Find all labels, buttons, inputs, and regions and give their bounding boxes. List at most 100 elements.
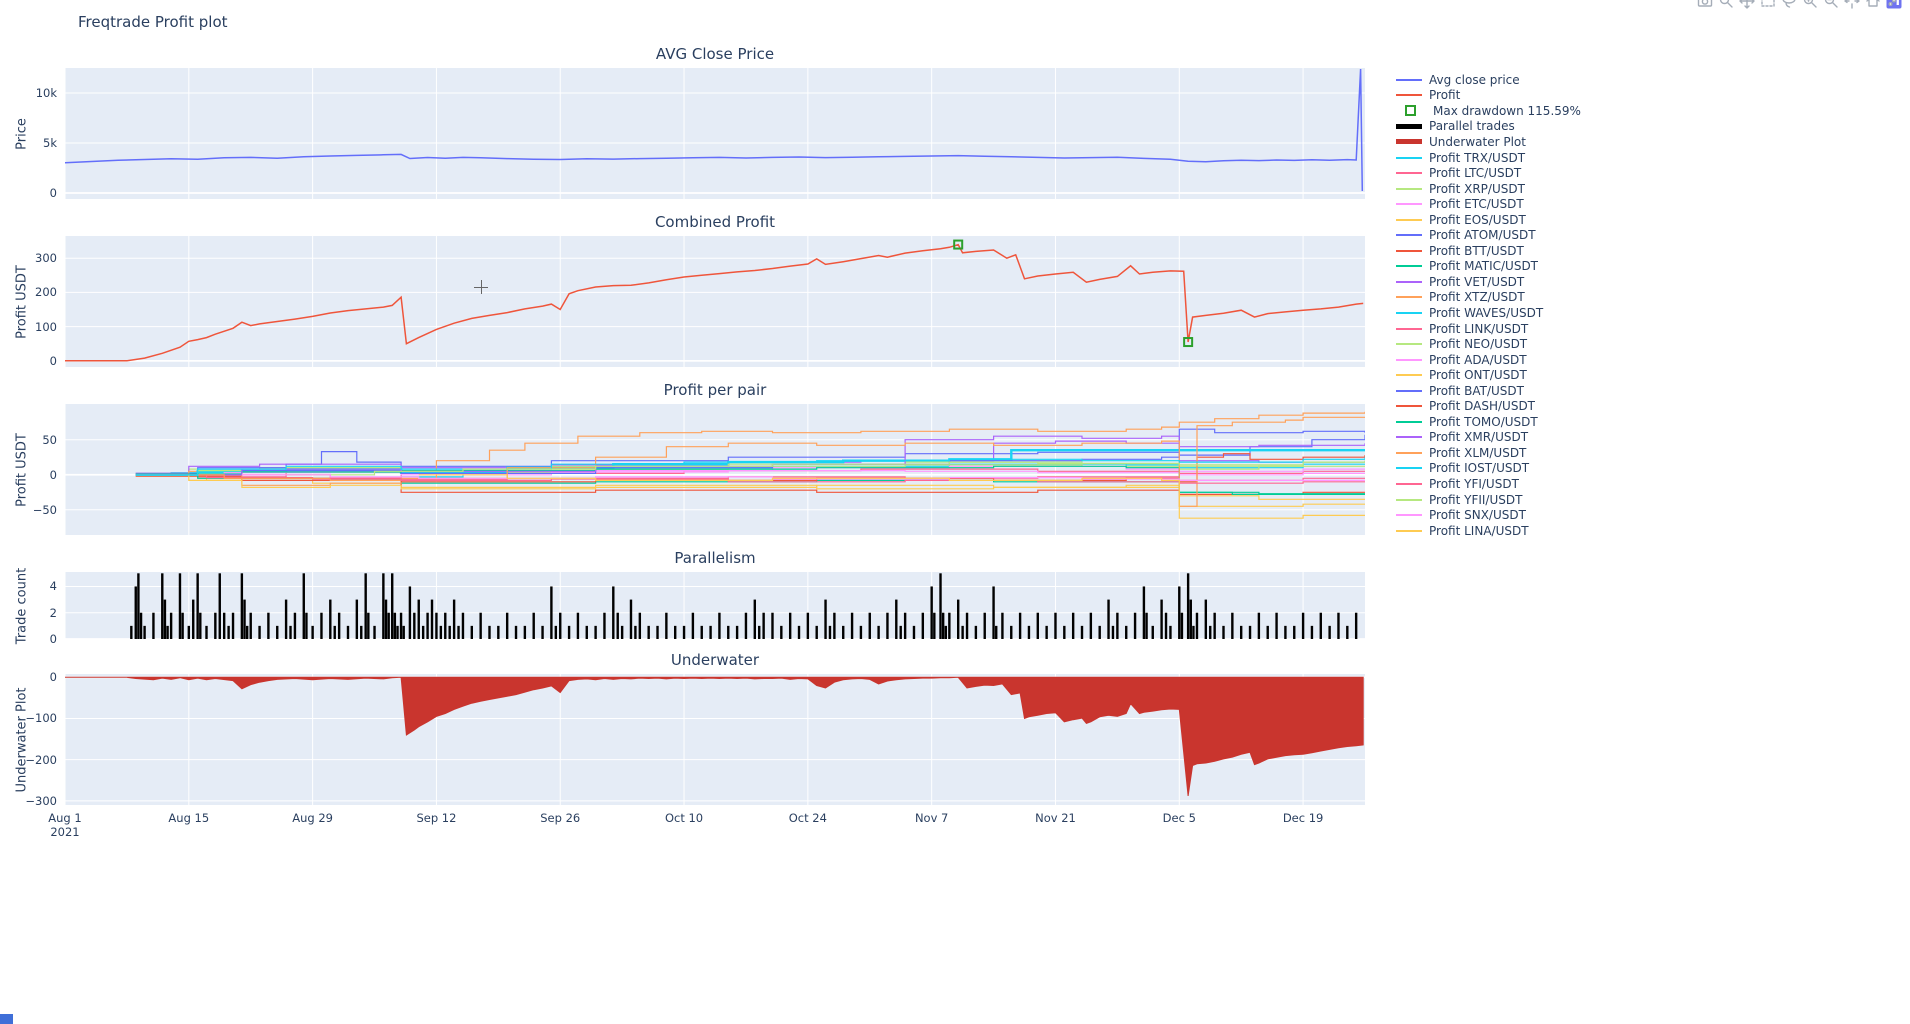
legend-item[interactable]: Profit SNX/USDT bbox=[1396, 507, 1581, 523]
plotly-logo-icon[interactable] bbox=[1886, 0, 1904, 11]
legend-item[interactable]: Profit LINA/USDT bbox=[1396, 523, 1581, 539]
legend-line-swatch bbox=[1396, 78, 1422, 81]
legend-label: Profit TOMO/USDT bbox=[1429, 414, 1538, 429]
camera-icon[interactable] bbox=[1697, 0, 1715, 11]
bar bbox=[718, 612, 721, 639]
legend-item[interactable]: Profit XMR/USDT bbox=[1396, 430, 1581, 446]
bar bbox=[1328, 625, 1331, 639]
legend-line-swatch bbox=[1396, 265, 1422, 268]
legend-item[interactable]: Profit XTZ/USDT bbox=[1396, 290, 1581, 306]
legend-line-swatch bbox=[1396, 343, 1422, 346]
bar bbox=[1125, 625, 1128, 639]
bar bbox=[1010, 625, 1013, 639]
plot-area-0[interactable] bbox=[65, 68, 1365, 199]
legend-item[interactable]: Profit IOST/USDT bbox=[1396, 461, 1581, 477]
bar bbox=[576, 612, 580, 639]
reset-axes-icon[interactable] bbox=[1865, 0, 1883, 11]
bar bbox=[243, 599, 246, 639]
legend-item[interactable]: Profit TRX/USDT bbox=[1396, 150, 1581, 166]
bar bbox=[1036, 612, 1039, 639]
bar bbox=[163, 599, 167, 639]
bar bbox=[161, 573, 164, 639]
bar bbox=[311, 625, 314, 639]
bar bbox=[1098, 625, 1101, 639]
bar bbox=[656, 625, 659, 639]
legend-item[interactable]: Profit ONT/USDT bbox=[1396, 367, 1581, 383]
bar bbox=[1089, 612, 1093, 639]
legend-item[interactable]: Profit BTT/USDT bbox=[1396, 243, 1581, 259]
plot-area-3[interactable] bbox=[65, 572, 1365, 639]
lasso-icon[interactable] bbox=[1781, 0, 1799, 11]
legend-item[interactable]: Profit YFI/USDT bbox=[1396, 476, 1581, 492]
plot-area-4[interactable] bbox=[65, 674, 1365, 805]
y-tick-label: 0 bbox=[49, 670, 57, 685]
legend-item[interactable]: Profit EOS/USDT bbox=[1396, 212, 1581, 228]
legend-item[interactable]: Profit XRP/USDT bbox=[1396, 181, 1581, 197]
y-tick-label: 0 bbox=[49, 467, 57, 482]
bar bbox=[899, 625, 902, 639]
bar bbox=[302, 573, 305, 639]
bar bbox=[921, 612, 925, 639]
plot-area-1[interactable] bbox=[65, 236, 1365, 367]
plot-area-2[interactable] bbox=[65, 404, 1365, 535]
legend-line-swatch bbox=[1396, 467, 1422, 470]
bar bbox=[245, 625, 249, 639]
box-select-icon[interactable] bbox=[1760, 0, 1778, 11]
legend-item[interactable]: Profit LINK/USDT bbox=[1396, 321, 1581, 337]
bar bbox=[850, 612, 854, 639]
legend-item[interactable]: Profit NEO/USDT bbox=[1396, 336, 1581, 352]
legend-item[interactable]: Profit WAVES/USDT bbox=[1396, 305, 1581, 321]
series-Avg close price bbox=[65, 68, 1364, 192]
legend-line-swatch bbox=[1396, 436, 1422, 439]
bar bbox=[612, 586, 615, 639]
legend-label: Max drawdown 115.59% bbox=[1433, 103, 1581, 118]
series-Profit bbox=[65, 243, 1364, 362]
y-tick-label: 4 bbox=[49, 579, 57, 594]
legend-label: Profit XTZ/USDT bbox=[1429, 290, 1525, 305]
legend-item[interactable]: Profit MATIC/USDT bbox=[1396, 259, 1581, 275]
bar bbox=[1178, 586, 1181, 639]
legend-item[interactable]: Profit XLM/USDT bbox=[1396, 445, 1581, 461]
legend-item[interactable]: Profit BAT/USDT bbox=[1396, 383, 1581, 399]
zoom-in-icon[interactable] bbox=[1802, 0, 1820, 11]
bar bbox=[134, 586, 137, 639]
bar bbox=[1231, 612, 1234, 639]
page-title: Freqtrade Profit plot bbox=[78, 13, 228, 31]
legend-label: Profit DASH/USDT bbox=[1429, 399, 1536, 414]
legend-item[interactable]: Profit VET/USDT bbox=[1396, 274, 1581, 290]
legend-line-swatch bbox=[1396, 405, 1422, 408]
pan-icon[interactable] bbox=[1739, 0, 1757, 11]
bar bbox=[939, 573, 942, 639]
legend-item[interactable]: Profit DASH/USDT bbox=[1396, 398, 1581, 414]
legend-item[interactable]: Profit ATOM/USDT bbox=[1396, 227, 1581, 243]
y-axis-label: Price bbox=[14, 117, 30, 150]
x-tick-label: Sep 26 bbox=[540, 811, 581, 825]
zoom-icon[interactable] bbox=[1718, 0, 1736, 11]
y-tick-label: −300 bbox=[25, 793, 57, 808]
legend-item[interactable]: Profit bbox=[1396, 88, 1581, 104]
bar bbox=[373, 625, 376, 639]
autoscale-icon[interactable] bbox=[1844, 0, 1862, 11]
max-drawdown-marker bbox=[1183, 337, 1194, 348]
legend-item[interactable]: Profit ADA/USDT bbox=[1396, 352, 1581, 368]
bar bbox=[1346, 625, 1349, 639]
legend-label: Profit ETC/USDT bbox=[1429, 197, 1524, 212]
bar bbox=[1266, 625, 1269, 639]
legend-item[interactable]: Parallel trades bbox=[1396, 119, 1581, 135]
bar bbox=[638, 612, 642, 639]
legend-item[interactable]: Profit LTC/USDT bbox=[1396, 165, 1581, 181]
bar bbox=[674, 625, 677, 639]
bar bbox=[408, 586, 412, 639]
legend-item[interactable]: Avg close price bbox=[1396, 72, 1581, 88]
legend-item[interactable]: Profit TOMO/USDT bbox=[1396, 414, 1581, 430]
bar bbox=[1133, 612, 1137, 639]
legend-item[interactable]: Profit ETC/USDT bbox=[1396, 196, 1581, 212]
zoom-out-icon[interactable] bbox=[1823, 0, 1841, 11]
y-tick-label: 50 bbox=[42, 432, 57, 447]
x-tick-label: Dec 19 bbox=[1282, 811, 1324, 825]
legend-line-swatch bbox=[1396, 203, 1422, 206]
legend-item[interactable]: Max drawdown 115.59% bbox=[1396, 103, 1581, 119]
legend-item[interactable]: Profit YFII/USDT bbox=[1396, 492, 1581, 508]
x-tick-label: Aug 1 bbox=[48, 811, 82, 825]
legend-item[interactable]: Underwater Plot bbox=[1396, 134, 1581, 150]
